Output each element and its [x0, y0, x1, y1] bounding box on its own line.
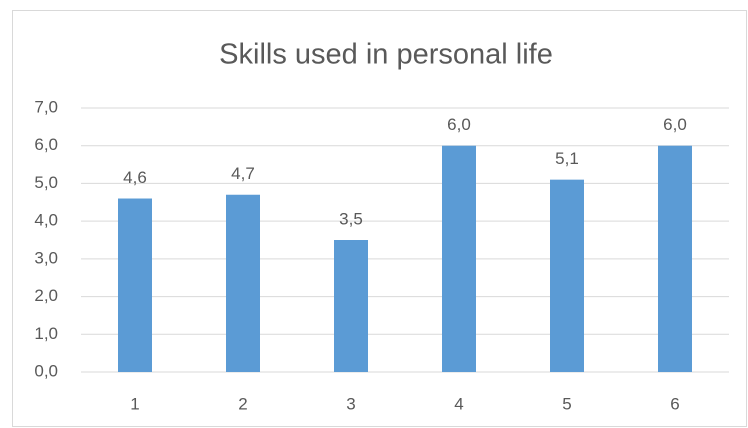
- x-tick-label: 2: [238, 394, 247, 413]
- y-tick-label: 3,0: [34, 248, 58, 267]
- x-tick-label: 3: [346, 394, 355, 413]
- data-label: 3,5: [339, 209, 363, 228]
- data-label: 4,6: [123, 168, 147, 187]
- y-tick-label: 4,0: [34, 211, 58, 230]
- bar: [118, 198, 152, 372]
- x-tick-label: 1: [130, 394, 139, 413]
- data-label: 4,7: [231, 164, 255, 183]
- y-tick-label: 1,0: [34, 324, 58, 343]
- bar: [442, 145, 476, 372]
- bar: [334, 240, 368, 372]
- bar: [550, 179, 584, 372]
- data-label: 5,1: [555, 149, 579, 168]
- bar: [226, 194, 260, 372]
- y-tick-label: 5,0: [34, 173, 58, 192]
- bar: [658, 145, 692, 372]
- chart-title: Skills used in personal life: [219, 39, 553, 71]
- y-tick-label: 0,0: [34, 361, 58, 380]
- y-tick-label: 2,0: [34, 286, 58, 305]
- y-tick-label: 7,0: [34, 97, 58, 116]
- x-tick-label: 4: [454, 394, 463, 413]
- x-tick-label: 5: [562, 394, 571, 413]
- y-tick-label: 6,0: [34, 135, 58, 154]
- data-label: 6,0: [447, 115, 471, 134]
- data-label: 6,0: [663, 115, 687, 134]
- x-tick-label: 6: [670, 394, 679, 413]
